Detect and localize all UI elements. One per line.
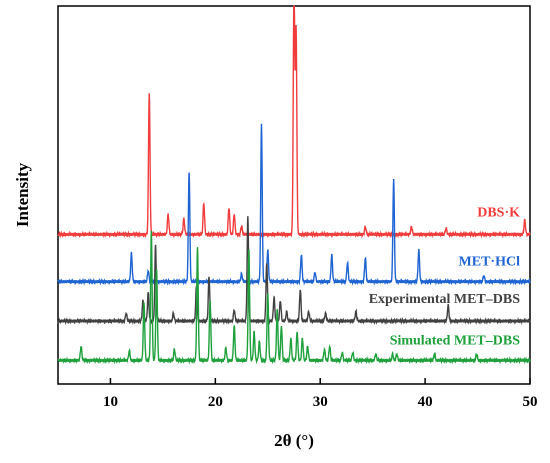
- x-axis-title: 2θ (°): [274, 431, 314, 450]
- x-tick-label: 10: [103, 394, 118, 410]
- x-tick-label: 40: [418, 394, 433, 410]
- y-axis-title: Intensity: [13, 162, 32, 227]
- series-label-3: Experimental MET–DBS: [369, 292, 520, 307]
- x-tick-label: 30: [313, 394, 328, 410]
- series-label-4: Simulated MET–DBS: [390, 333, 521, 348]
- x-axis-ticks: 10 20 30 40 50: [103, 378, 538, 410]
- series-labels-group: DBS·K MET·HCl Experimental MET–DBS Simulate…: [369, 205, 520, 348]
- series-trace-2: [57, 123, 531, 286]
- traces-group: [57, 5, 531, 365]
- x-tick-label: 50: [523, 394, 538, 410]
- series-label-1: DBS·K: [477, 205, 520, 220]
- series-trace-1: [57, 5, 531, 239]
- series-trace-3: [57, 216, 531, 326]
- series-label-2: MET·HCl: [459, 255, 521, 270]
- series-trace-4: [57, 230, 531, 365]
- x-tick-label: 20: [208, 394, 223, 410]
